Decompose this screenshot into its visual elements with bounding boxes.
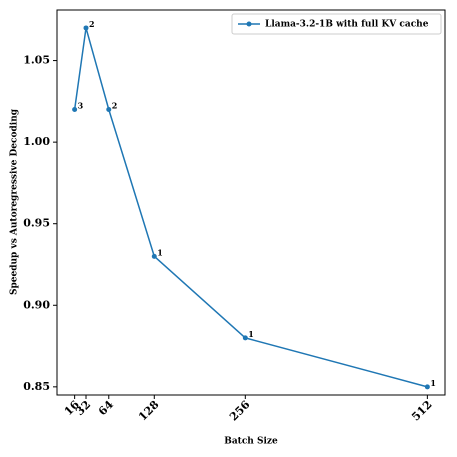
y-axis-label: Speedup vs Autoregressive Decoding [10, 108, 20, 295]
y-tick-label: 1.05 [23, 54, 50, 67]
point-label: 1 [157, 247, 163, 257]
marker [106, 107, 112, 113]
legend-box [231, 13, 442, 35]
line [73, 27, 428, 388]
x-tick-label: 128 [136, 398, 162, 424]
x-axis-label: Batch Size [224, 437, 278, 447]
legend: Llama-3.2-1B with full KV cache [231, 13, 442, 35]
legend-label: Llama-3.2-1B with full KV cache [265, 20, 429, 30]
x-tick-label: 64 [96, 398, 116, 418]
marker [242, 335, 248, 341]
x-tick-label: 256 [227, 398, 253, 424]
y-tick-label: 0.90 [23, 298, 50, 311]
marker [72, 107, 78, 113]
marker [424, 384, 430, 390]
plot-frame [56, 9, 446, 396]
point-label: 2 [112, 101, 118, 111]
y-tick-label: 0.95 [23, 217, 50, 230]
marker [83, 25, 89, 31]
legend-marker [246, 21, 252, 27]
point-label: 2 [89, 19, 95, 29]
point-label: 1 [248, 329, 254, 339]
point-label: 1 [430, 378, 436, 388]
x-tick-label: 32 [73, 398, 93, 418]
marker [151, 253, 157, 259]
point-label: 3 [78, 101, 84, 111]
x-tick-label: 512 [409, 398, 434, 423]
y-tick-label: 0.85 [23, 380, 50, 393]
y-tick-label: 1.00 [23, 135, 50, 148]
